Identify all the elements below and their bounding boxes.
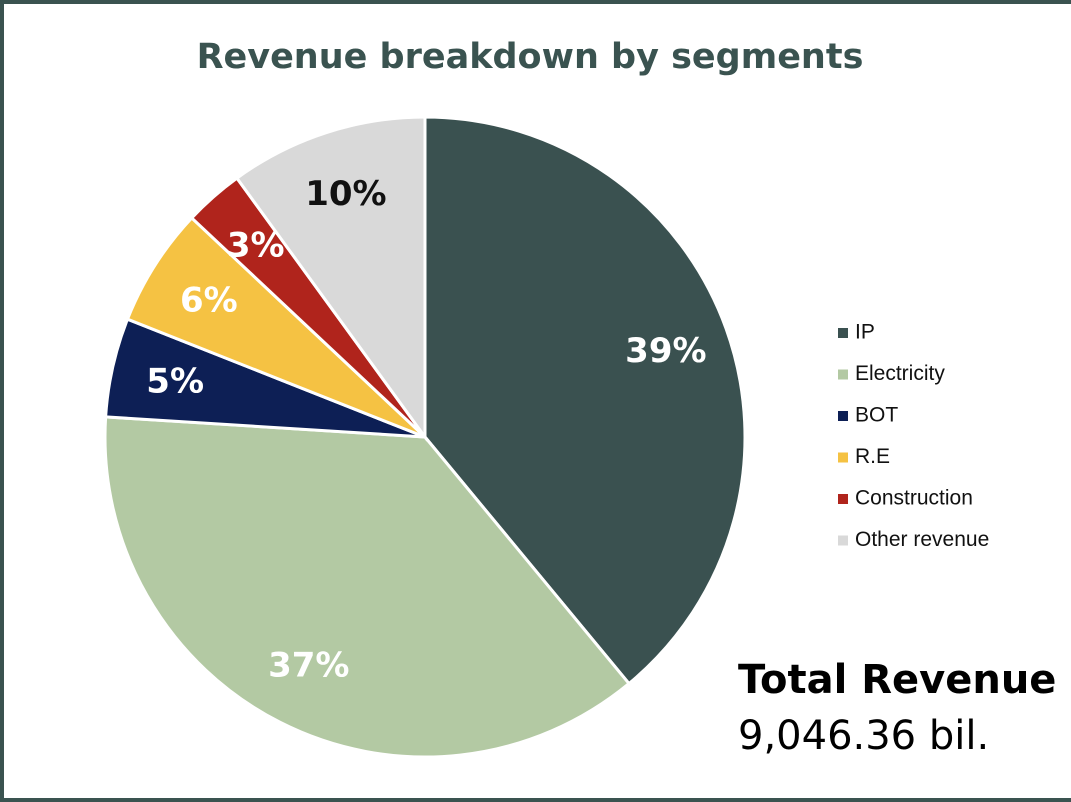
legend-swatch xyxy=(838,411,848,421)
legend-label: IP xyxy=(855,321,875,344)
pie-slice xyxy=(103,415,632,759)
legend-label: Other revenue xyxy=(855,528,989,551)
legend-label: Construction xyxy=(855,487,973,510)
legend-swatch xyxy=(838,452,848,463)
legend-swatch xyxy=(838,328,848,338)
data-label: 37% xyxy=(268,646,349,686)
annotation: Total Revenue xyxy=(738,657,1056,703)
data-label: 5% xyxy=(146,362,204,402)
data-label: 3% xyxy=(227,225,285,265)
data-label: 6% xyxy=(180,280,238,320)
legend-swatch xyxy=(838,369,848,380)
legend-label: Electricity xyxy=(855,362,945,385)
legend-swatch xyxy=(838,494,848,504)
legend-swatch xyxy=(838,535,848,546)
chart-title: Revenue breakdown by segments xyxy=(197,37,864,77)
pie-slice xyxy=(234,115,427,442)
data-label: 39% xyxy=(625,331,706,371)
pie-slice xyxy=(125,215,427,439)
annotation: 9,046.36 bil. xyxy=(738,713,989,759)
pie-slice xyxy=(423,115,747,686)
data-label: 10% xyxy=(305,174,386,214)
legend-label: R.E xyxy=(855,445,890,468)
legend-label: BOT xyxy=(855,404,898,427)
